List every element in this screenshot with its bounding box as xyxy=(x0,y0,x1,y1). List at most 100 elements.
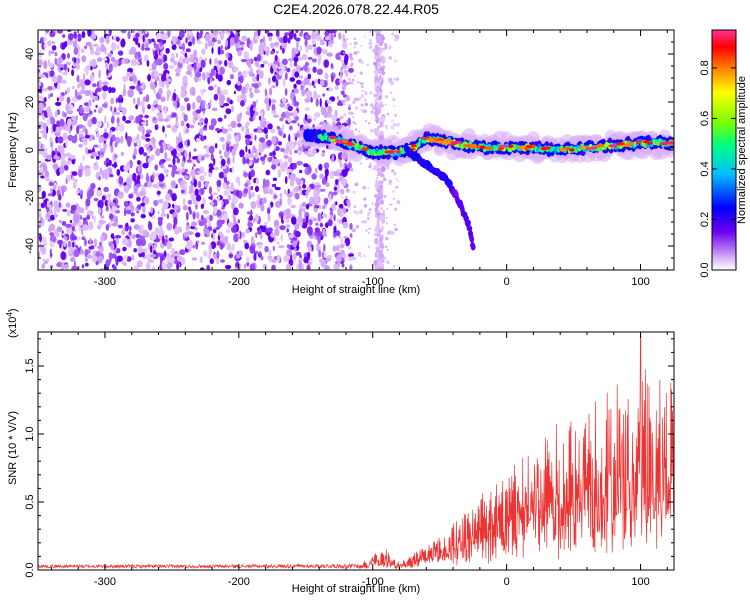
spectrogram-noise-cell xyxy=(166,72,169,80)
spectrogram-noise-cell xyxy=(191,36,196,46)
spectrogram-noise-cell xyxy=(171,169,175,178)
spectrogram-noise-cell xyxy=(344,86,347,90)
spectrogram-noise-cell xyxy=(307,56,313,60)
spectrogram-noise-cell xyxy=(395,35,400,39)
snr-x-tick-label: -300 xyxy=(94,576,116,588)
spectrogram-x-tick-label: -300 xyxy=(94,276,116,288)
spectrogram-noise-cell xyxy=(135,233,141,239)
spectrogram-noise-cell xyxy=(116,59,120,65)
spectrogram-noise-cell xyxy=(224,264,232,270)
spectrogram-noise-cell xyxy=(302,218,307,223)
spectrogram-noise-cell xyxy=(77,33,82,42)
spectrogram-noise-cell xyxy=(381,241,384,248)
spectrogram-noise-cell xyxy=(60,263,65,270)
spectrogram-noise-cell xyxy=(380,225,384,233)
spectrogram-noise-cell xyxy=(258,70,264,79)
spectrogram-noise-cell xyxy=(206,264,211,270)
spectrogram-noise-cell xyxy=(118,176,124,185)
spectrogram-noise-cell xyxy=(216,240,221,246)
spectrogram-noise-cell xyxy=(141,121,148,125)
spectrogram-noise-cell xyxy=(91,116,97,125)
spectrogram-noise-cell xyxy=(267,213,271,222)
spectrogram-noise-cell xyxy=(166,124,172,129)
spectrogram-noise-cell xyxy=(384,43,388,47)
spectrogram-noise-cell xyxy=(187,139,190,147)
spectrogram-noise-cell xyxy=(98,135,103,144)
spectrogram-noise-cell xyxy=(131,137,138,144)
spectrogram-noise-cell xyxy=(286,168,290,176)
spectrogram-noise-cell xyxy=(374,75,379,81)
spectrogram-noise-cell xyxy=(281,42,287,49)
spectrogram-noise-cell xyxy=(380,104,384,108)
spectrogram-noise-cell xyxy=(220,45,223,50)
snr-x-axis-label: Height of straight line (km) xyxy=(292,583,420,595)
spectrogram-noise-cell xyxy=(143,196,150,205)
spectrogram-noise-cell xyxy=(253,83,259,89)
spectrogram-noise-cell xyxy=(316,68,323,76)
spectrogram-noise-cell xyxy=(339,221,342,224)
spectrogram-noise-cell xyxy=(221,165,227,170)
spectrogram-noise-cell xyxy=(226,242,232,250)
spectrogram-noise-cell xyxy=(389,91,393,95)
spectrogram-noise-cell xyxy=(123,165,130,172)
spectrogram-noise-cell xyxy=(51,45,57,51)
spectrogram-noise-cell xyxy=(40,246,47,255)
spectrogram-noise-cell xyxy=(237,71,242,77)
spectrogram-noise-cell xyxy=(368,45,373,49)
spectrogram-noise-cell xyxy=(112,110,115,116)
spectrogram-noise-cell xyxy=(83,73,86,82)
spectrogram-noise-cell xyxy=(329,30,336,34)
spectrogram-noise-cell xyxy=(245,110,251,116)
spectrogram-noise-cell xyxy=(340,180,343,183)
spectrogram-noise-cell xyxy=(377,77,381,82)
spectrogram-noise-cell xyxy=(238,202,244,209)
spectrogram-noise-cell xyxy=(187,35,191,41)
spectrogram-noise-cell xyxy=(383,256,387,260)
spectrogram-noise-cell xyxy=(47,193,53,197)
spectrogram-noise-cell xyxy=(374,55,379,60)
spectrogram-noise-cell xyxy=(89,237,92,245)
signal-peak-cell xyxy=(595,144,605,148)
spectrogram-noise-cell xyxy=(246,37,251,46)
spectrogram-noise-cell xyxy=(279,117,284,122)
spectrogram-noise-cell xyxy=(200,30,203,35)
spectrogram-noise-cell xyxy=(263,187,268,195)
spectrogram-noise-cell xyxy=(230,120,237,129)
spectrogram-noise-cell xyxy=(323,197,329,205)
spectrogram-noise-cell xyxy=(81,137,88,142)
spectrogram-noise-cell xyxy=(274,186,281,191)
spectrogram-noise-cell xyxy=(147,157,152,164)
spectrogram-noise-cell xyxy=(326,39,329,47)
spectrogram-noise-cell xyxy=(341,163,345,168)
spectrogram-noise-cell xyxy=(351,82,354,85)
spectrogram-noise-cell xyxy=(71,171,78,176)
spectrogram-noise-cell xyxy=(66,96,71,104)
spectrogram-noise-cell xyxy=(338,32,342,40)
spectrogram-noise-cell xyxy=(50,117,56,126)
spectrogram-noise-cell xyxy=(73,260,76,268)
spectrogram-noise-cell xyxy=(294,116,299,121)
spectrogram-noise-cell xyxy=(38,250,41,260)
spectrogram-noise-cell xyxy=(283,154,289,159)
spectrogram-noise-cell xyxy=(384,125,388,128)
spectrogram-noise-cell xyxy=(297,122,300,127)
spectrogram-noise-cell xyxy=(339,244,345,249)
spectrogram-noise-cell xyxy=(225,30,229,35)
spectrogram-noise-cell xyxy=(45,74,49,79)
spectrogram-noise-cell xyxy=(314,79,318,84)
spectrogram-noise-cell xyxy=(149,253,157,258)
spectrogram-noise-cell xyxy=(331,114,337,123)
spectrogram-noise-cell xyxy=(59,63,65,68)
spectrogram-noise-cell xyxy=(104,46,107,55)
spectrogram-noise-cell xyxy=(375,117,379,121)
snr-y-tick-label: 0.5 xyxy=(24,494,36,509)
spectrogram-noise-cell xyxy=(304,98,311,103)
spectrogram-noise-cell xyxy=(356,80,360,84)
spectrogram-noise-cell xyxy=(209,201,215,206)
spectrogram-noise-cell xyxy=(188,151,192,160)
spectrogram-noise-cell xyxy=(395,178,398,181)
spectrogram-noise-cell xyxy=(246,211,253,215)
spectrogram-noise-cell xyxy=(84,45,88,49)
spectrogram-noise-cell xyxy=(82,217,87,221)
spectrogram-noise-cell xyxy=(176,255,183,262)
